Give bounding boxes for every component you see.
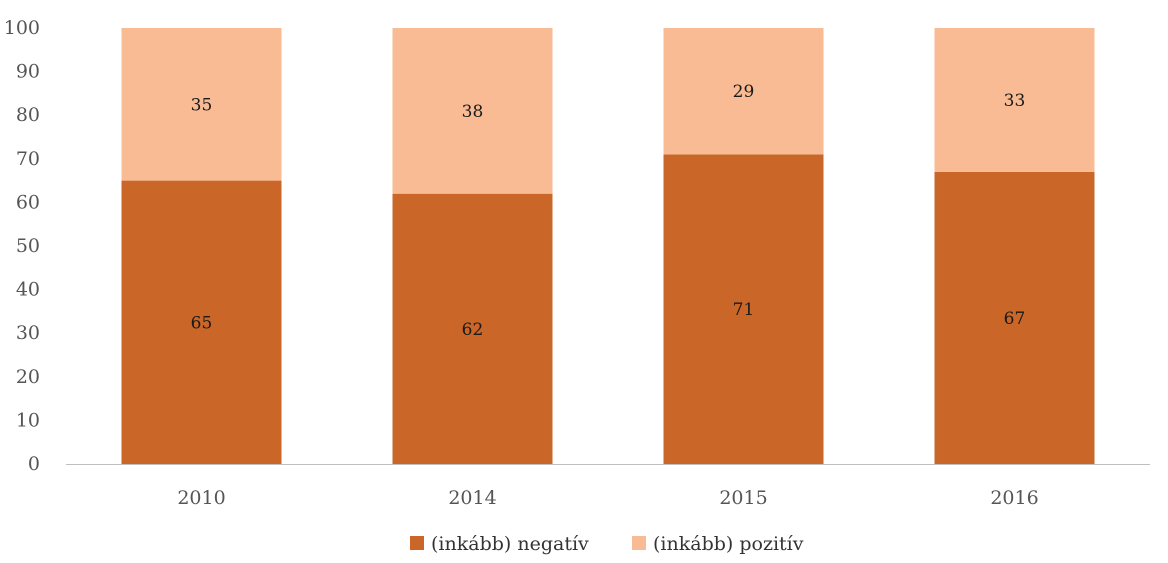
legend: (inkább) negatív (inkább) pozitív xyxy=(410,533,804,555)
bar-ink-bb-negat-v-2015 xyxy=(663,154,824,464)
bar-ink-bb-pozit-v-2010 xyxy=(121,28,282,181)
x-axis-ticks: 2010 2014 2015 2016 xyxy=(177,487,1038,509)
y-tick-label: 90 xyxy=(16,61,40,83)
legend-label-ink-bb-pozit-v: (inkább) pozitív xyxy=(653,533,804,555)
bar-ink-bb-negat-v-2014 xyxy=(392,193,553,464)
y-tick-label: 70 xyxy=(16,148,40,170)
data-label: 62 xyxy=(462,320,484,340)
bars: 65 35 62 38 71 29 67 33 xyxy=(121,28,1095,464)
x-tick-label: 2016 xyxy=(990,487,1038,509)
bar-ink-bb-pozit-v-2016 xyxy=(934,28,1095,172)
y-axis-ticks: 0 10 20 30 40 50 60 70 80 90 100 xyxy=(4,17,40,475)
y-tick-label: 100 xyxy=(4,17,40,39)
x-tick-label: 2015 xyxy=(719,487,767,509)
legend-swatch-ink-bb-pozit-v xyxy=(632,536,646,550)
legend-swatch-ink-bb-negat-v xyxy=(410,536,424,550)
x-tick-label: 2014 xyxy=(448,487,496,509)
data-label: 65 xyxy=(191,313,213,333)
y-tick-label: 0 xyxy=(28,453,40,475)
bar-ink-bb-negat-v-2016 xyxy=(934,171,1095,464)
y-tick-label: 60 xyxy=(16,191,40,213)
bar-ink-bb-pozit-v-2014 xyxy=(392,28,553,194)
y-tick-label: 30 xyxy=(16,322,40,344)
y-tick-label: 80 xyxy=(16,104,40,126)
y-tick-label: 20 xyxy=(16,366,40,388)
y-tick-label: 40 xyxy=(16,279,40,301)
data-label: 71 xyxy=(733,300,755,320)
bar-ink-bb-negat-v-2010 xyxy=(121,180,282,464)
bar-ink-bb-pozit-v-2015 xyxy=(663,28,824,155)
data-label: 35 xyxy=(191,95,213,115)
data-label: 38 xyxy=(462,102,484,122)
data-label: 33 xyxy=(1004,91,1026,111)
legend-label-ink-bb-negat-v: (inkább) negatív xyxy=(431,533,589,555)
data-label: 29 xyxy=(733,82,755,102)
y-tick-label: 50 xyxy=(16,235,40,257)
y-tick-label: 10 xyxy=(16,409,40,431)
data-label: 67 xyxy=(1004,309,1026,329)
x-tick-label: 2010 xyxy=(177,487,225,509)
